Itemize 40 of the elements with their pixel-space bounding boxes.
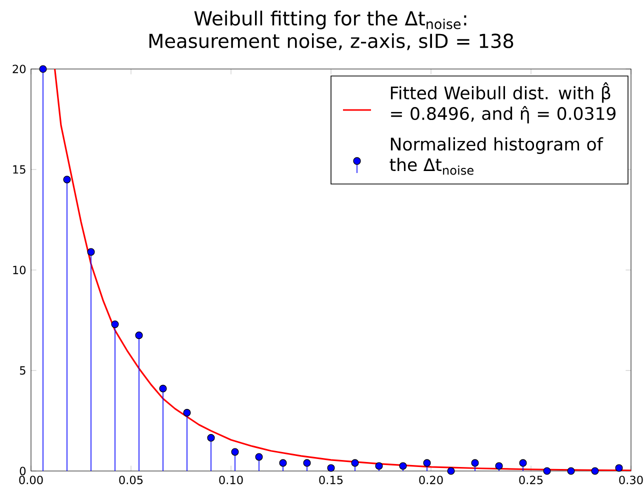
point: [303, 459, 311, 467]
legend-label: Normalized histogram of the Δt$_{noise}$: [390, 137, 604, 175]
chart-title: Weibull fitting for the Δt$_{noise}$: Measurement noise, z-axis, sID = 138: [149, 10, 514, 50]
point: [471, 459, 479, 467]
x-tick-label: 0.30: [619, 476, 643, 484]
x-tick-label: 0.15: [319, 476, 343, 484]
point: [591, 467, 599, 475]
point: [183, 408, 191, 416]
point: [279, 459, 287, 467]
x-tick-label: 0.05: [119, 476, 143, 484]
x-tick-label: 0.25: [519, 476, 543, 484]
point: [495, 462, 503, 470]
point: [231, 448, 239, 456]
x-tick-label: 0.00: [19, 476, 43, 484]
x-tick-label: 0.10: [219, 476, 243, 484]
y-tick-label: 5: [20, 366, 26, 375]
point: [615, 464, 623, 472]
point: [519, 459, 527, 467]
point: [63, 176, 71, 184]
x-tick-label: 0.20: [419, 476, 443, 484]
point: [255, 453, 263, 461]
point: [567, 467, 575, 475]
y-tick-label: 0: [20, 466, 26, 476]
point: [327, 464, 335, 472]
point: [135, 332, 143, 340]
point: [375, 462, 383, 470]
y-tick-label: 10: [13, 266, 26, 274]
point: [447, 467, 455, 475]
point: [399, 462, 407, 470]
y-tick-label: 20: [12, 64, 26, 74]
point: [207, 434, 215, 442]
y-tick-label: 15: [13, 165, 26, 174]
point: [351, 459, 359, 467]
point: [423, 459, 431, 467]
point: [111, 320, 119, 328]
point: [159, 384, 167, 392]
point: [39, 65, 47, 73]
point: [543, 467, 551, 475]
point: [87, 248, 95, 256]
legend-label: Fitted Weibull dist. with β̂ = 0.8496, and η̂ = 0.0319: [390, 82, 616, 124]
